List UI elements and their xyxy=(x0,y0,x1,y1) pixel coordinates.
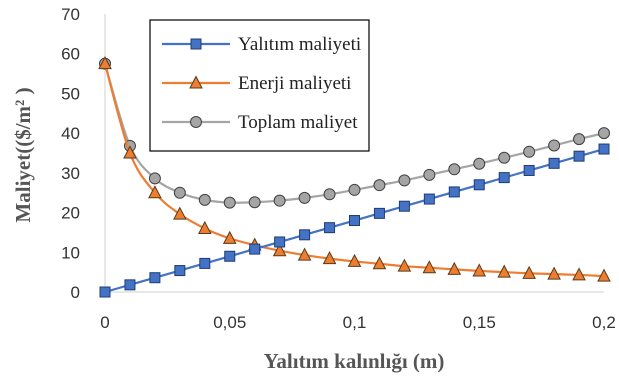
data-point xyxy=(448,186,460,198)
legend-label: Enerji maliyeti xyxy=(238,73,351,94)
data-point xyxy=(423,168,436,181)
data-point xyxy=(324,222,336,234)
data-point xyxy=(397,258,412,272)
data-point xyxy=(398,200,410,212)
data-point xyxy=(373,207,385,219)
y-axis-title: Maliyet(($/m² ) xyxy=(11,87,35,222)
legend-label: Toplam maliyet xyxy=(238,112,358,133)
data-point xyxy=(273,194,286,207)
data-point xyxy=(523,145,536,158)
data-point xyxy=(249,243,261,255)
data-point xyxy=(297,247,312,261)
data-point xyxy=(124,279,136,291)
data-point xyxy=(598,127,610,140)
x-axis-title: Yalıtım kalınlığı (m) xyxy=(264,349,445,373)
y-tick-label: 50 xyxy=(61,84,80,103)
data-point xyxy=(597,268,611,282)
legend-item: Yalıtım maliyeti xyxy=(162,34,361,55)
data-point xyxy=(148,172,161,185)
data-point xyxy=(497,264,512,278)
x-tick-label: 0,05 xyxy=(213,313,246,332)
y-tick-label: 20 xyxy=(61,204,80,223)
data-point xyxy=(173,206,187,220)
data-point xyxy=(272,243,287,257)
legend-marker xyxy=(189,75,203,89)
data-point xyxy=(572,267,586,281)
x-tick-label: 0,2 xyxy=(592,313,616,332)
data-point xyxy=(347,253,362,267)
series-layer xyxy=(98,56,611,298)
data-point xyxy=(548,139,561,152)
data-point xyxy=(274,236,286,248)
data-point xyxy=(373,179,386,192)
data-point xyxy=(99,286,111,298)
data-point xyxy=(323,188,336,201)
data-point xyxy=(98,56,112,70)
series-circle xyxy=(99,57,610,209)
data-point xyxy=(423,193,435,205)
x-tick-label: 0,15 xyxy=(463,313,496,332)
data-point xyxy=(398,174,411,187)
data-point xyxy=(473,157,486,170)
data-point xyxy=(348,183,361,196)
legend-label: Yalıtım maliyeti xyxy=(238,34,361,55)
data-point xyxy=(598,143,610,155)
data-point xyxy=(197,220,212,234)
data-point xyxy=(248,196,261,209)
y-tick-label: 30 xyxy=(61,164,80,183)
data-point xyxy=(198,193,211,206)
x-tick-label: 0,1 xyxy=(343,313,367,332)
data-point xyxy=(522,265,536,279)
x-tick-label: 0 xyxy=(100,313,109,332)
y-tick-label: 10 xyxy=(61,243,80,262)
data-point xyxy=(372,256,387,270)
legend: Yalıtım maliyeti Enerji maliyeti Toplam ma… xyxy=(149,19,370,152)
data-point xyxy=(174,265,186,277)
data-point xyxy=(523,164,535,176)
y-tick-label: 70 xyxy=(61,5,80,24)
data-point xyxy=(149,272,161,284)
data-point xyxy=(573,150,585,162)
data-point xyxy=(223,196,236,209)
data-point xyxy=(298,191,311,204)
y-tick-label: 0 xyxy=(71,283,80,302)
data-point xyxy=(473,179,485,191)
data-point xyxy=(173,186,186,199)
y-tick-label: 60 xyxy=(61,45,80,64)
y-tick-label: 40 xyxy=(61,124,80,143)
data-point xyxy=(349,215,360,227)
data-point xyxy=(498,151,511,164)
data-point xyxy=(123,145,137,159)
data-point xyxy=(447,261,462,275)
legend-item: Enerji maliyeti xyxy=(162,73,351,94)
legend-marker xyxy=(190,38,202,50)
data-point xyxy=(548,157,560,169)
legend-item: Toplam maliyet xyxy=(162,112,358,133)
axes: 0 10 20 30 40 50 60 70 0 0,05 0,1 0,15 0,2 xyxy=(61,5,616,332)
data-point xyxy=(222,230,237,244)
data-point xyxy=(448,163,461,176)
data-point xyxy=(224,250,236,262)
data-point xyxy=(148,185,162,199)
data-point xyxy=(322,251,337,265)
data-point xyxy=(573,133,586,146)
data-point xyxy=(472,263,487,277)
data-point xyxy=(299,229,311,241)
data-point xyxy=(547,266,561,280)
series-square xyxy=(99,143,610,298)
data-point xyxy=(498,172,510,184)
series-triangle xyxy=(98,56,611,282)
legend-marker xyxy=(190,116,202,128)
legend-box xyxy=(149,19,370,152)
data-point xyxy=(422,260,437,274)
data-point xyxy=(199,257,211,269)
